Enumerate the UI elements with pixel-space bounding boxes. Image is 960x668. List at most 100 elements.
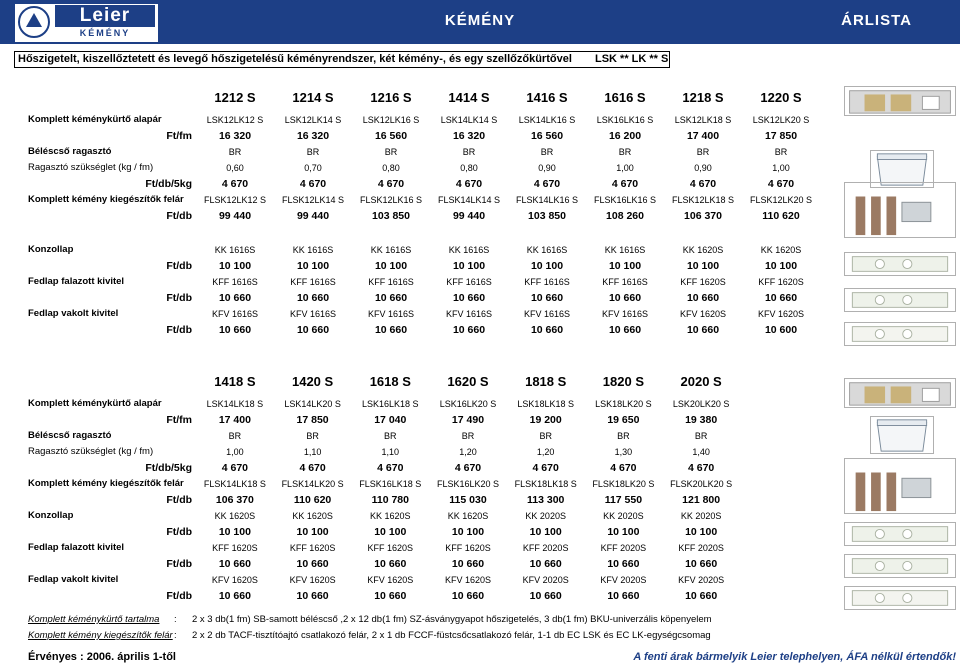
table-cell: KFF 1616S [446, 277, 492, 287]
table-row: Ft/db 10 660 10 660 10 660 10 660 10 660 10 66… [28, 588, 740, 604]
table-cell: KK 1616S [448, 245, 490, 255]
table-cell: LSK12LK20 S [752, 115, 810, 125]
table-cell: KK 2020S [525, 511, 566, 521]
table-cell: FLSK14LK16 S [515, 195, 579, 205]
table-cell: 17 850 [296, 414, 329, 426]
table-row: Ft/db 10 100 10 100 10 100 10 100 10 100 10 10… [28, 524, 740, 540]
table-cell: BR [384, 431, 397, 441]
size-header: 1220 S [760, 90, 802, 105]
table-cell: LSK18LK18 S [517, 399, 574, 409]
size-header: 1212 S [214, 90, 256, 105]
table-cell: 10 660 [296, 558, 329, 570]
table-cell: KFF 1616S [290, 277, 336, 287]
table-cell: 10 660 [374, 292, 408, 304]
table-cell: 10 660 [686, 292, 720, 304]
table-cell: KFV 1616S [212, 309, 259, 319]
table-cell: 19 650 [607, 414, 640, 426]
table-cell: 1,00 [772, 163, 790, 173]
row-unit: Ft/db [166, 526, 193, 538]
table-cell: 16 320 [218, 130, 252, 142]
table-cell: 103 850 [528, 210, 566, 222]
table-cell: 17 040 [374, 414, 407, 426]
table-cell: BR [539, 431, 552, 441]
table-cell: LSK12LK18 S [674, 115, 732, 125]
table-cell: KFF 1620S [445, 543, 491, 553]
footnote-key: Komplett kéménykürtő tartalma [28, 614, 160, 625]
table-cell: 4 670 [377, 178, 405, 190]
table-cell: 1,00 [616, 163, 634, 173]
table-row: Ft/db 10 660 10 660 10 660 10 660 10 660 10 66… [28, 290, 820, 306]
size-header: 1818 S [525, 374, 567, 389]
table-cell: KK 1616S [526, 245, 568, 255]
table-cell: 4 670 [221, 178, 249, 190]
table-cell: 4 670 [533, 178, 561, 190]
table-cell: 10 100 [685, 526, 718, 538]
table-cell: BR [384, 147, 398, 157]
table-cell: 99 440 [218, 210, 252, 222]
table-cell: BR [228, 431, 242, 441]
table-cell: BR [696, 147, 710, 157]
table-cell: KK 1616S [370, 245, 412, 255]
row-label: Fedlap vakolt kivitel [28, 308, 119, 319]
table-cell: BR [462, 147, 476, 157]
table-cell: KFF 1620S [289, 543, 336, 553]
price-table-3: 1418 S 1420 S 1618 S 1620 S 1818 S 1820 S 2020… [28, 368, 740, 604]
size-header: 1418 S [214, 374, 256, 389]
plastered-cover-plate-image [844, 322, 956, 346]
row-label [28, 524, 112, 540]
price-table-2: Konzollap KK 1616S KK 1616S KK 1616S KK 1616… [28, 242, 820, 338]
table-cell: 10 660 [218, 324, 252, 336]
footnote-content: Komplett kéménykürtő tartalma : 2 x 3 db… [0, 614, 960, 628]
table-cell: BR [774, 147, 788, 157]
size-header: 1820 S [602, 374, 644, 389]
table-row: Ft/db 10 660 10 660 10 660 10 660 10 660 10 66… [28, 556, 740, 572]
table-row: Ft/fm 17 400 17 850 17 040 17 490 19 200 19 65… [28, 412, 740, 428]
table-cell: KFF 1616S [212, 277, 258, 287]
table-cell: 10 660 [608, 324, 642, 336]
table-row: Ft/db 10 660 10 660 10 660 10 660 10 660 10 66… [28, 322, 820, 338]
table-row: Ft/db 99 440 99 440 103 850 99 440 103 850 108… [28, 208, 820, 224]
table-cell: 10 100 [451, 526, 485, 538]
table-row: Ft/db/5kg 4 670 4 670 4 670 4 670 4 670 4 670 4… [28, 176, 820, 192]
table-cell: 1,10 [381, 447, 400, 457]
table-cell: KFF 1620S [680, 277, 726, 287]
table-cell: KFF 1620S [758, 277, 804, 287]
table-cell: KFF 1616S [524, 277, 570, 287]
row-label [28, 460, 112, 476]
table-cell: KK 1616S [292, 245, 334, 255]
table-cell: 121 800 [682, 494, 721, 506]
table-cell: 10 660 [374, 558, 407, 570]
row-label: Komplett kémény kiegészítők felár [28, 478, 184, 489]
table-cell: 0,90 [538, 163, 556, 173]
row-unit: Ft/fm [166, 414, 193, 426]
table-cell: KK 1620S [447, 511, 489, 521]
table-row: Ft/fm 16 320 16 320 16 560 16 320 16 560 16 20… [28, 128, 820, 144]
row-label [28, 322, 112, 338]
table-cell: 10 660 [530, 324, 564, 336]
table-cell: KFF 2020S [678, 543, 724, 553]
table-cell: 4 670 [299, 462, 326, 474]
table-cell: KFV 1616S [368, 309, 415, 319]
row-label: Komplett kéménykürtő alapár [28, 398, 162, 409]
table-cell: 16 560 [374, 130, 408, 142]
cover-plate-image-2 [844, 554, 956, 578]
row-label [28, 588, 112, 604]
table-cell: KFF 1616S [368, 277, 414, 287]
table-cell: LSK12LK16 S [362, 115, 420, 125]
table-cell: KFF 2020S [600, 543, 647, 553]
row-label: Fedlap falazott kivitel [28, 542, 125, 553]
console-plate-image [844, 252, 956, 276]
table-cell: FLSK16LK18 S [359, 479, 422, 489]
table-cell: KK 1620S [214, 511, 256, 521]
table-cell: LSK12LK12 S [206, 115, 264, 125]
table-cell: 1,40 [692, 447, 710, 457]
table-cell: KFV 1620S [211, 575, 258, 585]
row-unit: Ft/db [166, 590, 193, 602]
chimney-accessories-image [844, 182, 956, 238]
logo-sub: KÉMÉNY [79, 28, 131, 38]
table-cell: 10 660 [374, 324, 408, 336]
table-cell: KFV 1616S [290, 309, 337, 319]
table-cell: 10 100 [374, 260, 408, 272]
subtitle-text: Hőszigetelt, kiszellőztetett és levegő h… [18, 53, 572, 65]
size-header: 1414 S [448, 90, 490, 105]
